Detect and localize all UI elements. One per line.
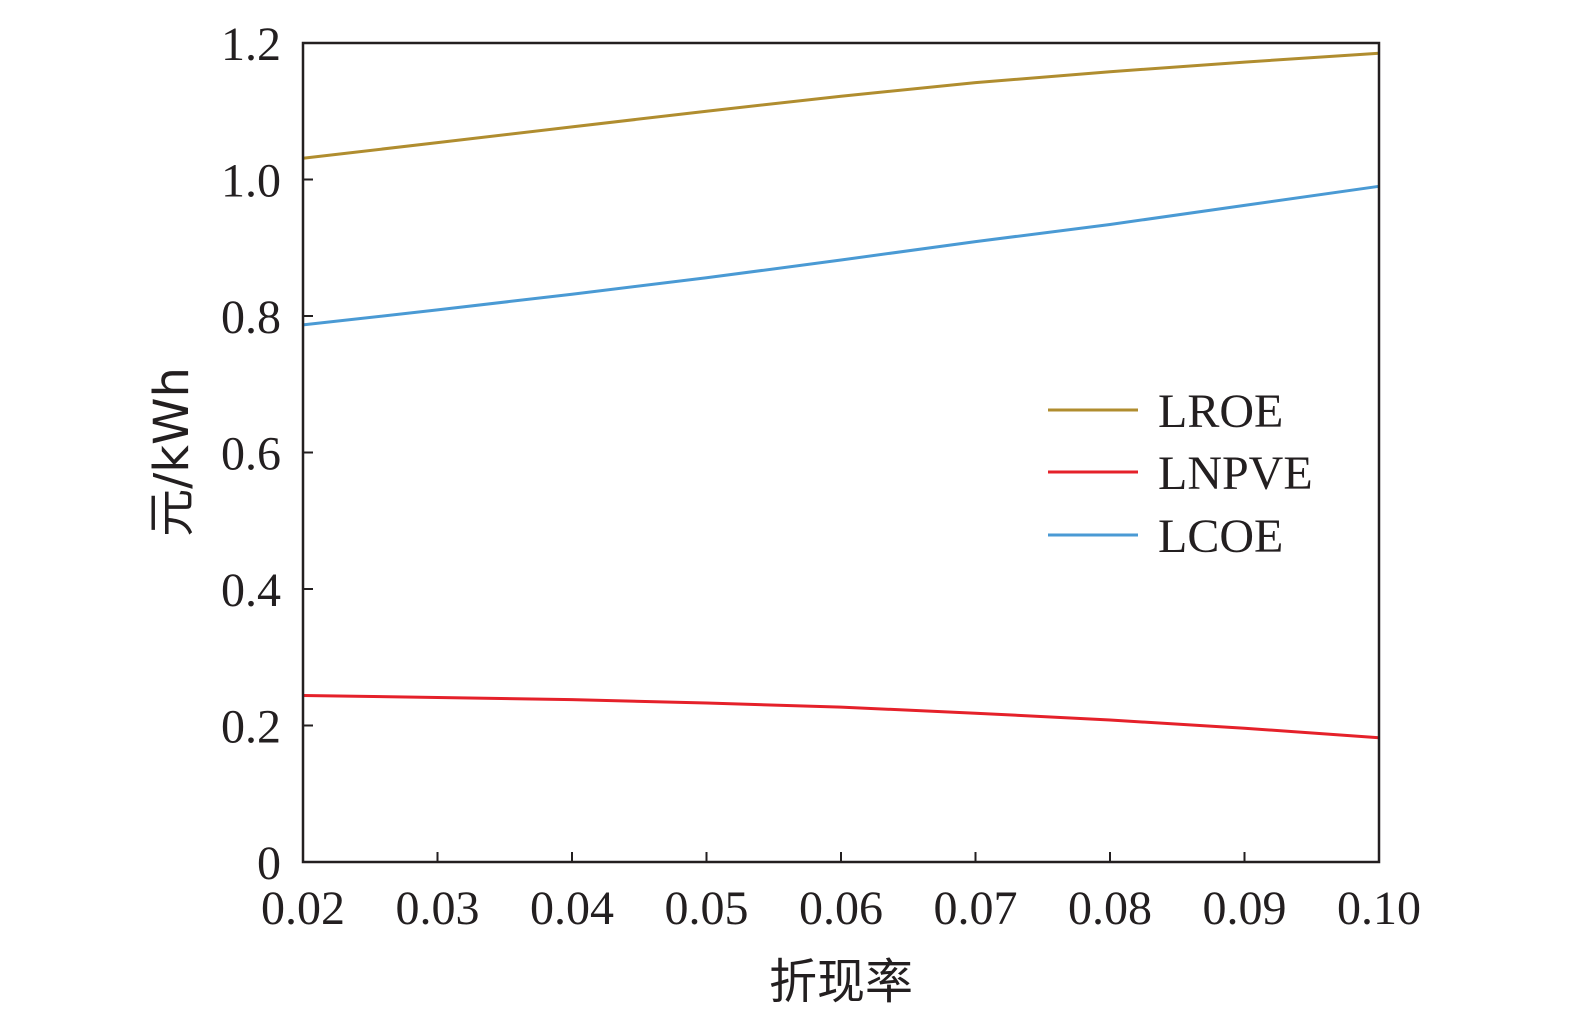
series-line-lroe bbox=[302, 51, 1380, 160]
legend: LROE LNPVE LCOE bbox=[1048, 385, 1313, 563]
series-layer bbox=[302, 51, 1380, 740]
series-line-lnpve bbox=[302, 694, 1380, 740]
x-tick-label: 0.05 bbox=[665, 882, 749, 935]
x-tick-label: 0.07 bbox=[934, 882, 1018, 935]
y-tick-label: 1.0 bbox=[221, 155, 281, 208]
series-line-lcoe bbox=[302, 184, 1380, 327]
x-tick-label: 0.02 bbox=[261, 882, 345, 935]
y-axis-title: 元/kWh bbox=[144, 367, 200, 537]
y-tick-label: 0.8 bbox=[221, 291, 281, 344]
x-tick-label: 0.04 bbox=[530, 882, 614, 935]
x-tick-label: 0.08 bbox=[1068, 882, 1152, 935]
x-tick-label: 0.10 bbox=[1337, 882, 1421, 935]
y-tick-label: 0.4 bbox=[221, 564, 281, 617]
y-tick-label: 0 bbox=[257, 837, 281, 890]
legend-label-lcoe: LCOE bbox=[1158, 510, 1283, 563]
y-tick-label: 0.6 bbox=[221, 428, 281, 481]
x-axis-title: 折现率 bbox=[769, 954, 913, 1010]
legend-label-lroe: LROE bbox=[1158, 385, 1283, 438]
y-tick-label: 0.2 bbox=[221, 701, 281, 754]
x-tick-label: 0.06 bbox=[799, 882, 883, 935]
x-tick-label: 0.09 bbox=[1203, 882, 1287, 935]
ticks-layer: 0.02 0.03 0.04 0.05 0.06 0.07 0.08 0.09 0.10 0 0.2… bbox=[221, 18, 1421, 935]
legend-label-lnpve: LNPVE bbox=[1158, 447, 1313, 500]
x-tick-label: 0.03 bbox=[396, 882, 480, 935]
y-tick-label: 1.2 bbox=[221, 18, 281, 71]
